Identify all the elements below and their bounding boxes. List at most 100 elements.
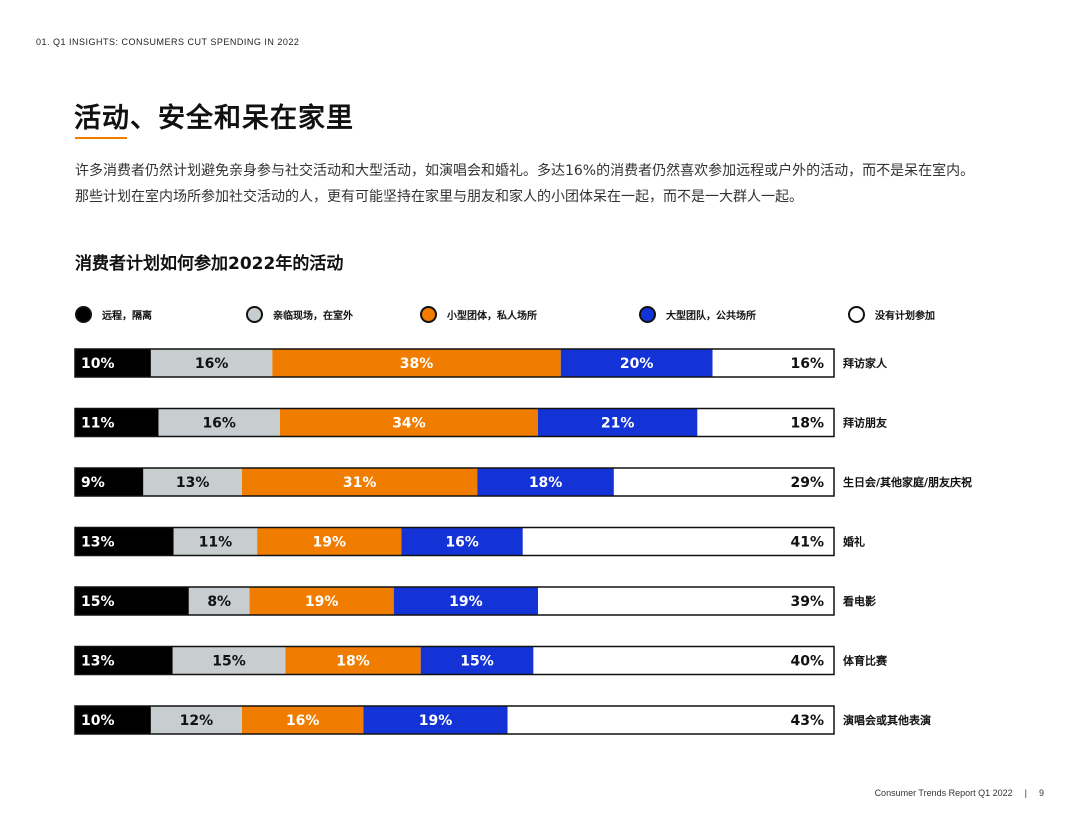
bar-outline	[74, 526, 835, 557]
data-label-large-group: 18%	[529, 475, 563, 491]
bar-segment-small-group	[249, 587, 394, 615]
bar-segment-remote	[75, 468, 144, 496]
legend-item-small-group: 小型团体，私人场所	[420, 302, 537, 326]
bar-segment-outdoor	[158, 408, 280, 437]
data-label-remote: 11%	[81, 416, 115, 432]
category-label: 演唱会或其他表演	[843, 713, 931, 727]
bar-segment-no-plan	[697, 408, 834, 437]
footer-page-number: 9	[1038, 788, 1044, 798]
bar-segment-large-group	[420, 646, 534, 675]
bar-segment-remote	[75, 408, 159, 437]
bar-segment-small-group	[241, 468, 478, 496]
bar-outline	[74, 586, 835, 616]
bar-segment-no-plan	[522, 527, 834, 556]
bar-segment-outdoor	[172, 646, 286, 675]
bar-segment-no-plan	[537, 587, 834, 615]
legend-swatch-remote	[75, 305, 92, 323]
bar-row: 10% 12% 16% 19% 43% 演唱会或其他表演	[74, 705, 931, 735]
bar-segment-outdoor	[188, 587, 250, 615]
bar-row: 9% 13% 31% 18% 29% 生日会/其他家庭/朋友庆祝	[74, 467, 972, 497]
intro-paragraph: 许多消费者仍然计划避免亲身参与社交活动和大型活动，如演唱会和婚礼。多达16%的消…	[75, 163, 975, 205]
bar-segment-large-group	[537, 408, 698, 437]
bar-segment-outdoor	[143, 468, 242, 496]
footer-separator: |	[1024, 788, 1027, 798]
bar-segment-small-group	[272, 349, 561, 377]
bar-outline	[74, 467, 835, 497]
page-title: 活动、安全和呆在家里	[74, 103, 354, 134]
bar-segment-large-group	[477, 468, 614, 496]
data-label-no-plan: 39%	[790, 594, 824, 610]
bar-segment-remote	[75, 349, 151, 377]
data-label-no-plan: 18%	[790, 416, 824, 432]
data-label-small-group: 38%	[400, 356, 434, 372]
data-label-outdoor: 8%	[207, 594, 231, 610]
data-label-outdoor: 13%	[176, 475, 210, 491]
data-label-remote: 9%	[81, 475, 105, 491]
data-label-large-group: 16%	[445, 535, 479, 551]
bar-outline	[74, 645, 835, 676]
data-label-large-group: 21%	[601, 416, 635, 432]
chart-title: 消费者计划如何参加2022年的活动	[75, 254, 344, 274]
legend-label-large-group: 大型团队，公共场所	[666, 310, 756, 322]
legend-label-small-group: 小型团体，私人场所	[447, 310, 537, 322]
data-label-remote: 13%	[81, 654, 115, 670]
bar-segment-no-plan	[613, 468, 834, 496]
data-label-small-group: 16%	[286, 713, 320, 729]
data-label-remote: 15%	[81, 594, 115, 610]
bar-segment-large-group	[560, 349, 713, 377]
bar-segment-large-group	[393, 587, 538, 615]
legend-swatch-outdoor	[246, 305, 263, 323]
bar-segment-remote	[75, 646, 173, 675]
data-label-outdoor: 16%	[195, 356, 229, 372]
bar-outline	[74, 705, 835, 735]
bar-row: 15% 8% 19% 19% 39% 看电影	[74, 586, 876, 616]
bar-outline	[74, 348, 835, 378]
data-label-small-group: 19%	[313, 535, 347, 551]
data-label-no-plan: 43%	[790, 713, 824, 729]
bar-segment-small-group	[279, 408, 538, 437]
bar-segment-small-group	[241, 706, 364, 734]
data-label-no-plan: 41%	[790, 535, 824, 551]
data-label-outdoor: 15%	[212, 654, 246, 670]
chart-legend: 远程，隔离 亲临现场，在室外 小型团体，私人场所 大型团队，公共场所 没有计划参…	[75, 302, 965, 326]
data-label-no-plan: 29%	[790, 475, 824, 491]
bar-segment-small-group	[257, 527, 402, 556]
data-label-remote: 13%	[81, 535, 115, 551]
bar-segment-outdoor	[150, 706, 242, 734]
page-footer: Consumer Trends Report Q1 2022 | 9	[875, 788, 1044, 798]
footer-report-name: Consumer Trends Report Q1 2022	[874, 788, 1013, 798]
legend-label-no-plan: 没有计划参加	[875, 310, 935, 322]
data-label-no-plan: 16%	[790, 356, 824, 372]
bar-row: 11% 16% 34% 21% 18% 拜访朋友	[74, 407, 887, 438]
data-label-large-group: 15%	[460, 654, 494, 670]
data-label-small-group: 18%	[336, 654, 370, 670]
bar-segment-no-plan	[533, 646, 834, 675]
legend-item-outdoor: 亲临现场，在室外	[246, 302, 353, 326]
category-label: 体育比赛	[843, 654, 888, 668]
legend-swatch-large-group	[639, 305, 656, 323]
legend-swatch-no-plan	[848, 305, 865, 323]
category-label: 看电影	[843, 594, 876, 608]
data-label-outdoor: 11%	[199, 535, 233, 551]
data-label-outdoor: 16%	[202, 416, 236, 432]
category-label: 拜访家人	[843, 356, 888, 370]
data-label-large-group: 20%	[620, 356, 654, 372]
legend-item-remote: 远程，隔离	[75, 302, 152, 326]
legend-item-no-plan: 没有计划参加	[848, 302, 935, 326]
bar-segment-remote	[75, 706, 151, 734]
bar-segment-no-plan	[712, 349, 834, 377]
data-label-small-group: 31%	[343, 475, 377, 491]
category-label: 生日会/其他家庭/朋友庆祝	[843, 475, 972, 489]
legend-label-remote: 远程，隔离	[102, 310, 152, 322]
bar-segment-small-group	[285, 646, 421, 675]
data-label-large-group: 19%	[449, 594, 483, 610]
legend-label-outdoor: 亲临现场，在室外	[273, 310, 353, 322]
data-label-small-group: 19%	[305, 594, 339, 610]
bar-outline	[74, 407, 835, 438]
data-label-no-plan: 40%	[790, 654, 824, 670]
legend-swatch-small-group	[420, 305, 437, 323]
data-label-remote: 10%	[81, 356, 115, 372]
bar-segment-large-group	[363, 706, 508, 734]
bar-row: 13% 11% 19% 16% 41% 婚礼	[74, 526, 865, 557]
